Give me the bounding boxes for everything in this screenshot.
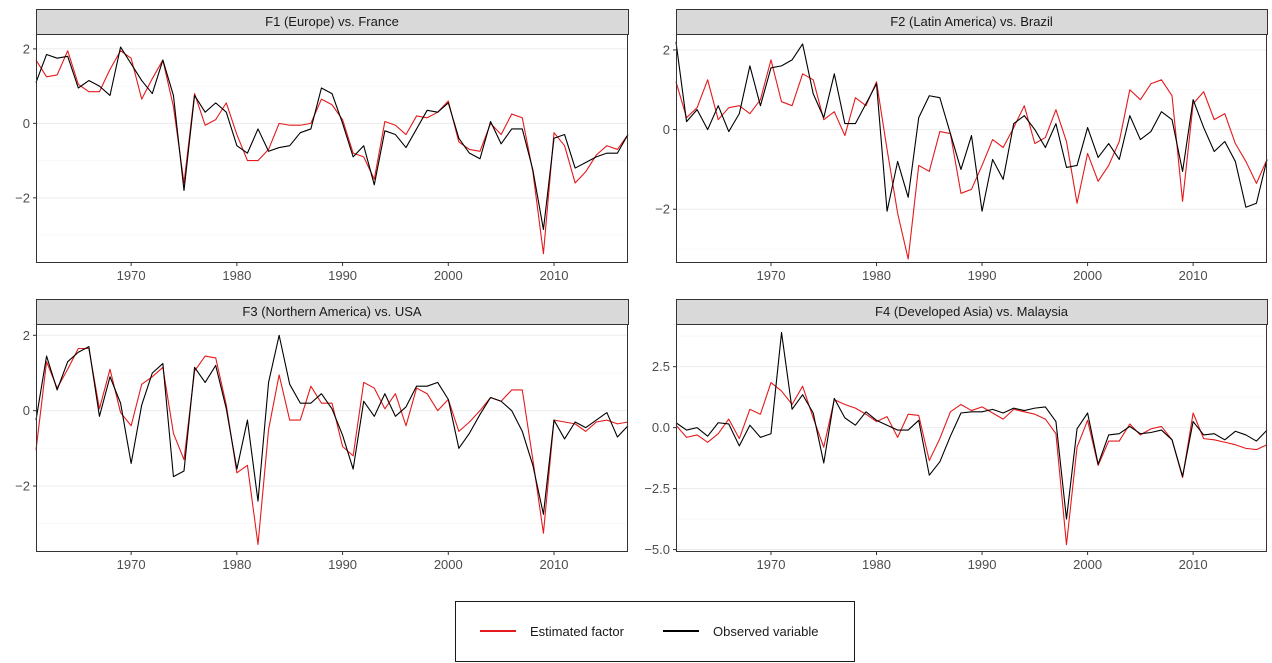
x-tick-label: 1980: [862, 268, 891, 283]
panel-title: F4 (Developed Asia) vs. Malaysia: [875, 304, 1069, 319]
y-tick-label: −2: [15, 479, 30, 494]
x-tick-label: 2010: [1179, 268, 1208, 283]
x-tick-label: 1970: [117, 268, 146, 283]
x-tick-label: 1970: [757, 268, 786, 283]
y-tick-label: 0: [663, 122, 670, 137]
y-tick-label: 2: [23, 41, 30, 56]
series-line-observed-variable: [675, 331, 1268, 520]
plot-border: [676, 324, 1267, 552]
plot-border: [676, 34, 1267, 263]
x-tick-label: 2010: [540, 557, 569, 572]
x-tick-label: 1990: [328, 557, 357, 572]
facet-panel-1: F1 (Europe) vs. France −2 0 2 1970 1980 1990 20…: [15, 9, 629, 283]
legend: Estimated factor Observed variable: [455, 601, 855, 662]
y-tick-label: 2.5: [652, 359, 670, 374]
series-line-observed-variable: [675, 41, 1268, 212]
x-tick-label: 1980: [862, 557, 891, 572]
x-tick-label: 1970: [757, 557, 786, 572]
y-tick-label: 0: [23, 116, 30, 131]
panel-strip: [676, 9, 1268, 35]
x-tick-label: 2000: [1073, 268, 1102, 283]
series-line-observed-variable: [35, 46, 629, 231]
x-tick-label: 1990: [968, 268, 997, 283]
panel-title: F2 (Latin America) vs. Brazil: [890, 14, 1053, 29]
x-tick-label: 1990: [328, 268, 357, 283]
plot-background: [36, 34, 628, 263]
panel-strip: [36, 9, 629, 35]
x-tick-label: 1980: [222, 557, 251, 572]
series-line-estimated-factor: [675, 59, 1268, 260]
x-tick-label: 2010: [1179, 557, 1208, 572]
legend-label-estimated: Estimated factor: [530, 624, 625, 639]
legend-box: [455, 601, 855, 662]
y-tick-label: 2: [23, 328, 30, 343]
x-tick-label: 2000: [1073, 557, 1102, 572]
y-tick-label: −2: [15, 190, 30, 205]
panel-title: F1 (Europe) vs. France: [265, 14, 399, 29]
panel-title: F3 (Northern America) vs. USA: [242, 304, 421, 319]
y-tick-label: 2: [663, 42, 670, 57]
x-tick-label: 2000: [434, 557, 463, 572]
x-tick-label: 1990: [968, 557, 997, 572]
panel-strip: [676, 299, 1268, 325]
y-tick-label: −2: [655, 202, 670, 217]
x-tick-label: 2010: [540, 268, 569, 283]
y-tick-label: −2.5: [644, 481, 670, 496]
series-line-estimated-factor: [675, 381, 1268, 546]
plot-border: [36, 324, 628, 552]
y-tick-label: −5.0: [644, 542, 670, 557]
y-tick-label: 0: [23, 403, 30, 418]
series-line-estimated-factor: [35, 50, 629, 255]
facet-panel-2: F2 (Latin America) vs. Brazil −2 0 2 1970 198…: [655, 9, 1268, 283]
series-line-observed-variable: [35, 334, 629, 515]
x-tick-label: 1970: [117, 557, 146, 572]
facet-panel-4: F4 (Developed Asia) vs. Malaysia −5.0 −2.5…: [644, 299, 1268, 572]
plot-background: [36, 324, 628, 552]
series-line-estimated-factor: [35, 347, 629, 546]
plot-border: [36, 34, 628, 263]
x-tick-label: 1980: [222, 268, 251, 283]
facet-panel-3: F3 (Northern America) vs. USA −2 0 2 1970 198…: [15, 299, 629, 572]
x-tick-label: 2000: [434, 268, 463, 283]
plot-background: [676, 324, 1267, 552]
legend-label-observed: Observed variable: [713, 624, 819, 639]
y-tick-label: 0.0: [652, 420, 670, 435]
